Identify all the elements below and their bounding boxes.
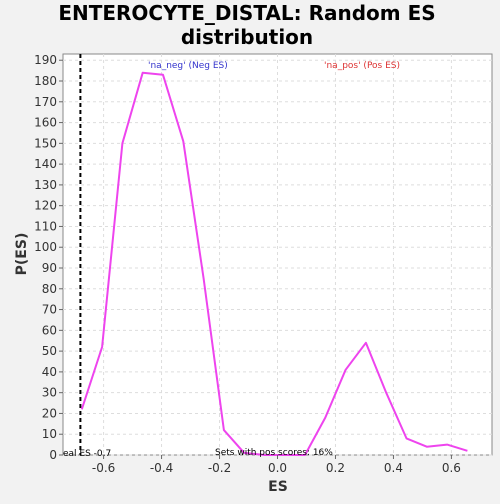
x-tick-label: 0.4 [384,461,403,475]
chart-title-line-1: ENTEROCYTE_DISTAL: Random ES [58,1,435,25]
es-distribution-line [80,71,468,456]
x-tick-label: 0.6 [442,461,461,475]
grid-lines [63,54,492,456]
pos-es-label: 'na_pos' (Pos ES) [324,61,400,71]
x-tick-label: -0.4 [150,461,173,475]
x-tick-label: -0.2 [208,461,231,475]
x-axis-ticks: -0.6 -0.4 -0.2 0.0 0.2 0.4 0.6 [92,455,461,475]
x-axis-label: ES [268,479,288,495]
y-tick-label: 80 [42,282,57,296]
y-tick-label: 10 [42,427,57,441]
y-axis-ticks: 0 10 20 30 40 50 60 70 80 90 100 110 120 130 140 150 160… [34,53,63,462]
y-tick-label: 20 [42,406,57,420]
chart-title-line-2: distribution [181,25,313,49]
y-tick-label: 130 [34,178,57,192]
neg-es-label: 'na_neg' (Neg ES) [148,61,228,71]
y-tick-label: 40 [42,365,57,379]
y-tick-label: 170 [34,95,57,109]
y-tick-label: 0 [49,448,57,462]
y-tick-label: 60 [42,323,57,337]
y-tick-label: 110 [34,219,57,233]
pos-scores-label: Sets with pos scores: 16% [215,448,333,458]
y-tick-label: 100 [34,240,57,254]
y-tick-label: 70 [42,303,57,317]
y-axis-label: P(ES) [14,233,30,276]
y-tick-label: 150 [34,136,57,150]
x-tick-label: -0.6 [92,461,115,475]
y-tick-label: 50 [42,344,57,358]
y-tick-label: 30 [42,386,57,400]
x-tick-label: 0.2 [326,461,345,475]
y-tick-label: 90 [42,261,57,275]
y-tick-label: 160 [34,116,57,130]
y-tick-label: 180 [34,74,57,88]
y-tick-label: 190 [34,53,57,67]
y-tick-label: 140 [34,157,57,171]
real-es-label: eal ES -0.7 [63,449,111,459]
y-tick-label: 120 [34,199,57,213]
x-tick-label: 0.0 [268,461,287,475]
series-layer [80,71,468,456]
